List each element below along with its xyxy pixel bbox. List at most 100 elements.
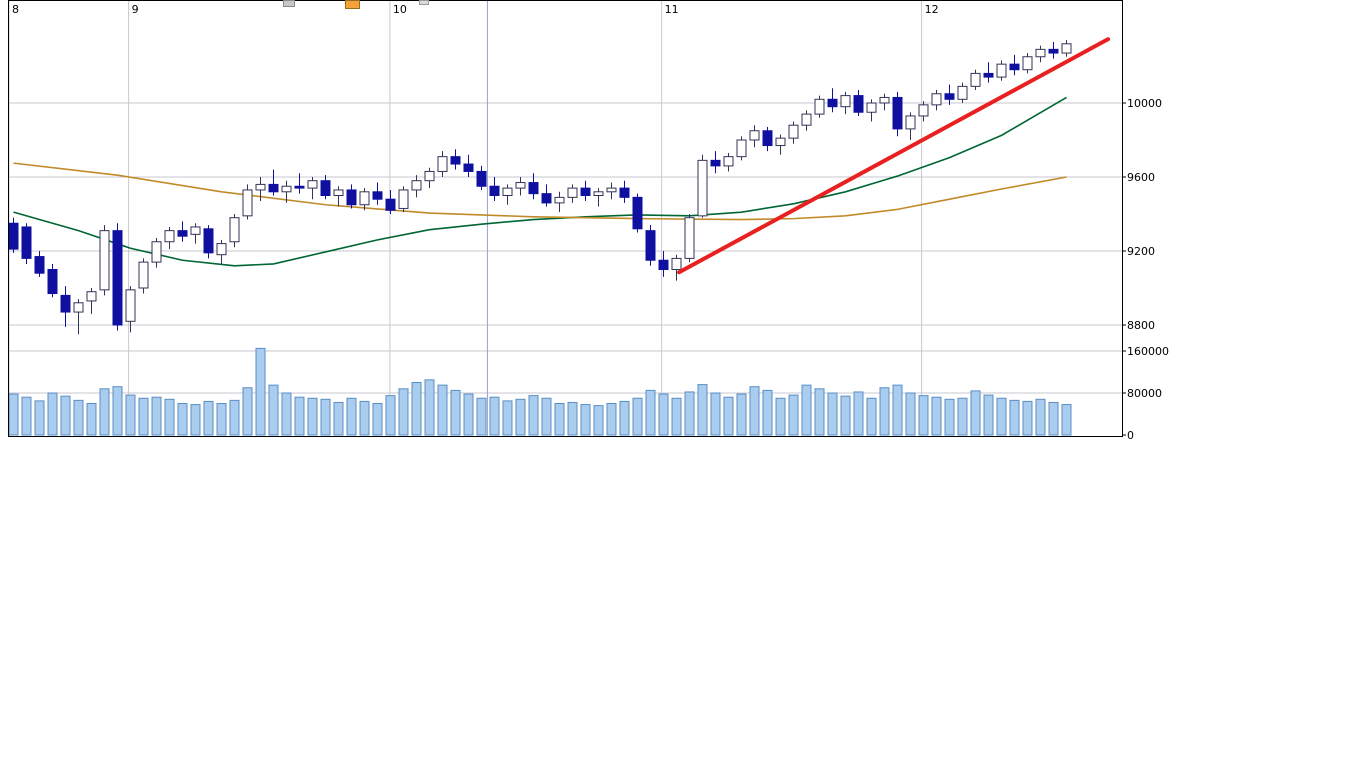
volume-bar [47, 392, 58, 436]
candle-down [762, 130, 773, 147]
volume-bar [619, 400, 630, 436]
candle-down [1009, 63, 1020, 71]
volume-bar [541, 397, 552, 436]
volume-bar [1035, 398, 1046, 436]
candle-down [463, 163, 474, 172]
volume-bar [138, 397, 149, 436]
volume-bar [424, 379, 435, 436]
volume-bar [255, 347, 266, 436]
candle-up [190, 226, 201, 235]
volume-bar [1009, 399, 1020, 436]
volume-bar [853, 391, 864, 436]
candle-down [658, 259, 669, 270]
candle-down [528, 182, 539, 195]
candle-up [957, 85, 968, 100]
candle-down [385, 198, 396, 211]
candle-down [346, 189, 357, 206]
toolbar-fragment-small-button[interactable] [419, 0, 429, 5]
volume-bar [957, 397, 968, 436]
volume-bar [450, 389, 461, 436]
price-axis-label: 8800 [1127, 319, 1155, 332]
candle-up [1035, 48, 1046, 58]
candle-up [242, 189, 253, 217]
candle-down [1048, 48, 1059, 54]
candle-up [359, 191, 370, 206]
candle-down [268, 183, 279, 193]
candle-up [749, 130, 760, 141]
volume-bar [840, 395, 851, 436]
volume-bar [996, 397, 1007, 436]
candle-down [203, 228, 214, 254]
candle-down [710, 159, 721, 167]
candle-up [840, 95, 851, 108]
candle-up [437, 156, 448, 172]
candle-up [138, 261, 149, 289]
volume-bar [606, 403, 617, 436]
candle-up [554, 196, 565, 204]
candle-up [515, 182, 526, 189]
volume-bar [814, 388, 825, 436]
volume-bar [242, 387, 253, 436]
month-axis-label: 12 [925, 3, 939, 16]
candle-up [281, 185, 292, 193]
volume-bar [827, 392, 838, 436]
volume-bar [8, 393, 19, 436]
volume-bar [307, 397, 318, 436]
volume-bar [385, 395, 396, 436]
trend-line[interactable] [677, 37, 1111, 275]
candle-up [86, 291, 97, 302]
candle-down [541, 193, 552, 204]
candle-up [697, 159, 708, 217]
volume-bar [190, 404, 201, 436]
candle-up [905, 115, 916, 130]
volume-bar [151, 396, 162, 436]
candle-down [21, 226, 32, 259]
month-axis-label: 11 [665, 3, 679, 16]
candle-up [918, 104, 929, 117]
volume-bar [528, 395, 539, 436]
volume-axis-label: 0 [1127, 429, 1134, 442]
candle-up [879, 96, 890, 104]
volume-bar [866, 397, 877, 436]
candle-up [1022, 56, 1033, 71]
volume-bar [567, 401, 578, 436]
candle-down [372, 191, 383, 200]
volume-bar [216, 403, 227, 436]
volume-bar [320, 398, 331, 436]
volume-bar [762, 389, 773, 436]
price-axis-label: 10000 [1127, 97, 1162, 110]
candle-up [775, 137, 786, 147]
volume-bar [684, 391, 695, 436]
volume-bar [229, 399, 240, 436]
candle-up [307, 180, 318, 189]
month-axis-label: 9 [132, 3, 139, 16]
candle-up [801, 113, 812, 126]
volume-bar [164, 398, 175, 436]
candle-down [476, 170, 487, 187]
candle-up [502, 187, 513, 197]
volume-bar [60, 395, 71, 436]
volume-axis-label: 160000 [1127, 345, 1169, 358]
volume-bar [489, 396, 500, 436]
candle-down [853, 95, 864, 113]
volume-bar [398, 388, 409, 436]
volume-bar [294, 396, 305, 436]
volume-bar [125, 394, 136, 436]
volume-bar [411, 382, 422, 436]
toolbar-fragment-orange-button[interactable] [345, 0, 360, 9]
candle-up [216, 243, 227, 256]
volume-bar [749, 386, 760, 436]
toolbar-fragment-gray-button[interactable] [283, 0, 295, 7]
volume-bar [892, 384, 903, 436]
volume-bar [697, 384, 708, 436]
volume-bar [931, 396, 942, 436]
candle-up [996, 63, 1007, 78]
volume-bar [177, 403, 188, 436]
candle-down [892, 96, 903, 130]
volume-bar [268, 384, 279, 436]
candle-up [788, 124, 799, 139]
volume-bar [580, 404, 591, 436]
volume-bar [723, 396, 734, 436]
